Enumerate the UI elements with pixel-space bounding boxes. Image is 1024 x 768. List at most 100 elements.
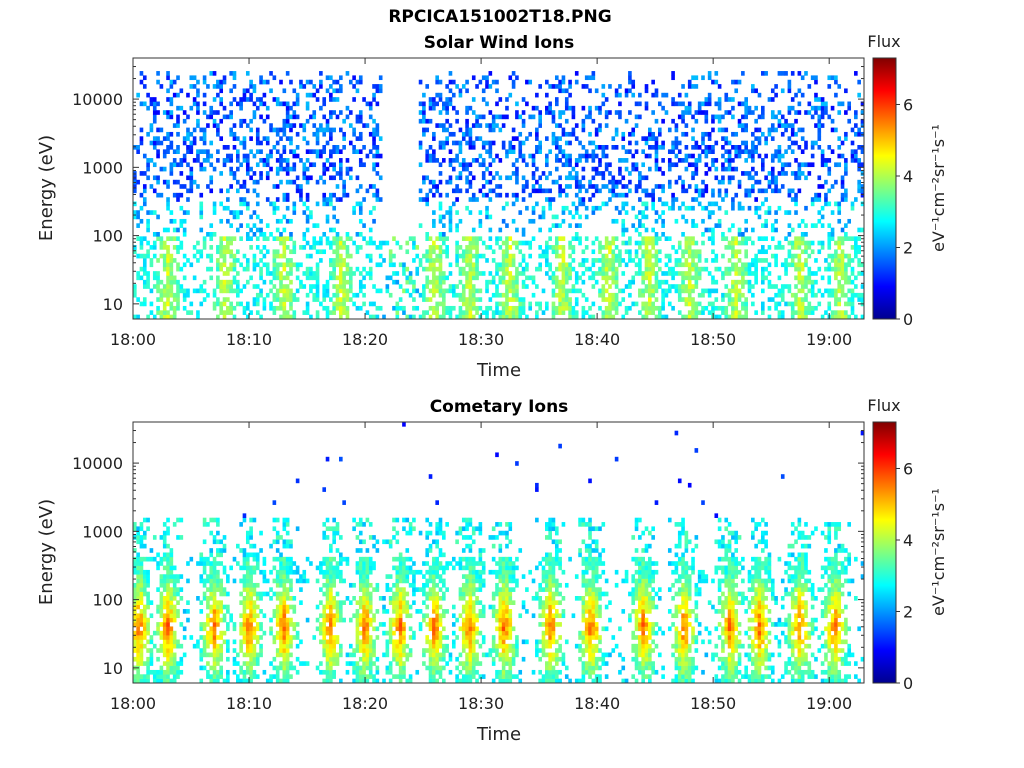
heatmap-cell <box>146 92 150 98</box>
heatmap-cell <box>561 292 566 298</box>
heatmap-cell <box>508 305 513 311</box>
heatmap-cell <box>535 105 539 111</box>
heatmap-cell <box>209 179 214 185</box>
heatmap-cell <box>724 284 729 289</box>
heatmap-cell <box>285 310 290 315</box>
heatmap-cell <box>847 236 852 241</box>
heatmap-cell <box>146 218 150 224</box>
heatmap-cell <box>133 630 137 636</box>
heatmap-cell <box>837 310 842 315</box>
heatmap-cell <box>152 643 157 649</box>
heatmap-cell <box>345 158 350 163</box>
heatmap-cell <box>827 201 832 207</box>
heatmap-cell <box>641 249 645 255</box>
heatmap-cell <box>840 101 845 107</box>
heatmap-cell <box>136 626 140 632</box>
heatmap-cell <box>206 153 210 159</box>
heatmap-cell <box>817 210 822 215</box>
heatmap-cell <box>169 131 174 137</box>
heatmap-cell <box>212 292 217 298</box>
heatmap-cell <box>432 284 436 289</box>
heatmap-cell <box>694 75 699 81</box>
heatmap-cell <box>322 145 327 150</box>
heatmap-cell <box>209 114 214 120</box>
heatmap-cell <box>282 236 287 241</box>
heatmap-cell <box>319 71 323 76</box>
heatmap-cell <box>827 275 832 281</box>
heatmap-cell <box>624 192 629 198</box>
heatmap-cell <box>139 639 144 645</box>
heatmap-cell <box>166 591 170 597</box>
heatmap-cell <box>362 145 366 150</box>
heatmap-cell <box>807 310 812 315</box>
heatmap-cell <box>545 92 549 98</box>
heatmap-cell <box>797 288 802 294</box>
heatmap-cell <box>475 136 479 141</box>
heatmap-cell <box>149 600 154 605</box>
heatmap-cell <box>545 197 549 202</box>
heatmap-cell <box>611 297 616 302</box>
heatmap-cell <box>628 284 632 289</box>
heatmap-cell <box>608 188 612 194</box>
heatmap-cell <box>515 75 519 81</box>
heatmap-cell <box>448 227 453 233</box>
heatmap-cell <box>269 279 273 285</box>
heatmap-cell <box>551 310 556 315</box>
heatmap-cell <box>787 210 792 215</box>
heatmap-cell <box>368 258 373 263</box>
heatmap-cell <box>827 305 832 311</box>
panel-title: Solar Wind Ions <box>424 33 575 53</box>
heatmap-cell <box>611 236 616 241</box>
heatmap-cell <box>209 565 214 571</box>
heatmap-cell <box>252 188 257 194</box>
heatmap-cell <box>810 145 815 150</box>
heatmap-cell <box>634 262 639 268</box>
heatmap-cell <box>325 292 330 298</box>
heatmap-cell <box>495 171 499 176</box>
heatmap-cell <box>777 171 782 176</box>
heatmap-cell <box>142 279 147 285</box>
heatmap-cell <box>461 162 466 168</box>
heatmap-cell <box>285 166 290 172</box>
heatmap-cell <box>206 84 210 89</box>
heatmap-cell <box>548 266 552 272</box>
heatmap-cell <box>166 604 170 610</box>
heatmap-cell <box>315 266 320 272</box>
heatmap-cell <box>800 275 805 281</box>
heatmap-cell <box>146 591 150 597</box>
heatmap-cell <box>179 184 184 189</box>
heatmap-cell <box>707 131 712 137</box>
heatmap-cell <box>209 175 214 181</box>
heatmap-cell <box>525 314 529 320</box>
heatmap-cell <box>445 249 449 255</box>
heatmap-cell <box>159 600 164 605</box>
heatmap-cell <box>654 92 659 98</box>
heatmap-cell <box>777 314 782 320</box>
heatmap-cell <box>159 669 164 675</box>
heatmap-cell <box>285 236 290 241</box>
heatmap-cell <box>162 543 167 549</box>
heatmap-cell <box>814 223 818 228</box>
heatmap-cell <box>621 232 626 237</box>
heatmap-cell <box>521 97 526 102</box>
heatmap-cell <box>289 79 293 85</box>
heatmap-cell <box>299 262 303 268</box>
heatmap-cell <box>245 665 250 671</box>
heatmap-cell <box>584 153 589 159</box>
heatmap-cell <box>292 310 297 315</box>
heatmap-cell <box>661 271 665 276</box>
heatmap-cell <box>189 184 194 189</box>
heatmap-cell <box>206 643 210 649</box>
heatmap-cell <box>780 284 785 289</box>
heatmap-cell <box>445 101 449 107</box>
heatmap-cell <box>206 613 210 619</box>
heatmap-cell <box>614 218 619 224</box>
heatmap-cell <box>711 232 715 237</box>
heatmap-cell <box>146 517 150 523</box>
heatmap-cell <box>245 678 250 684</box>
heatmap-cell <box>478 218 483 224</box>
heatmap-cell <box>611 292 616 298</box>
heatmap-cell <box>737 79 742 85</box>
heatmap-cell <box>299 279 303 285</box>
heatmap-cell <box>146 314 150 320</box>
